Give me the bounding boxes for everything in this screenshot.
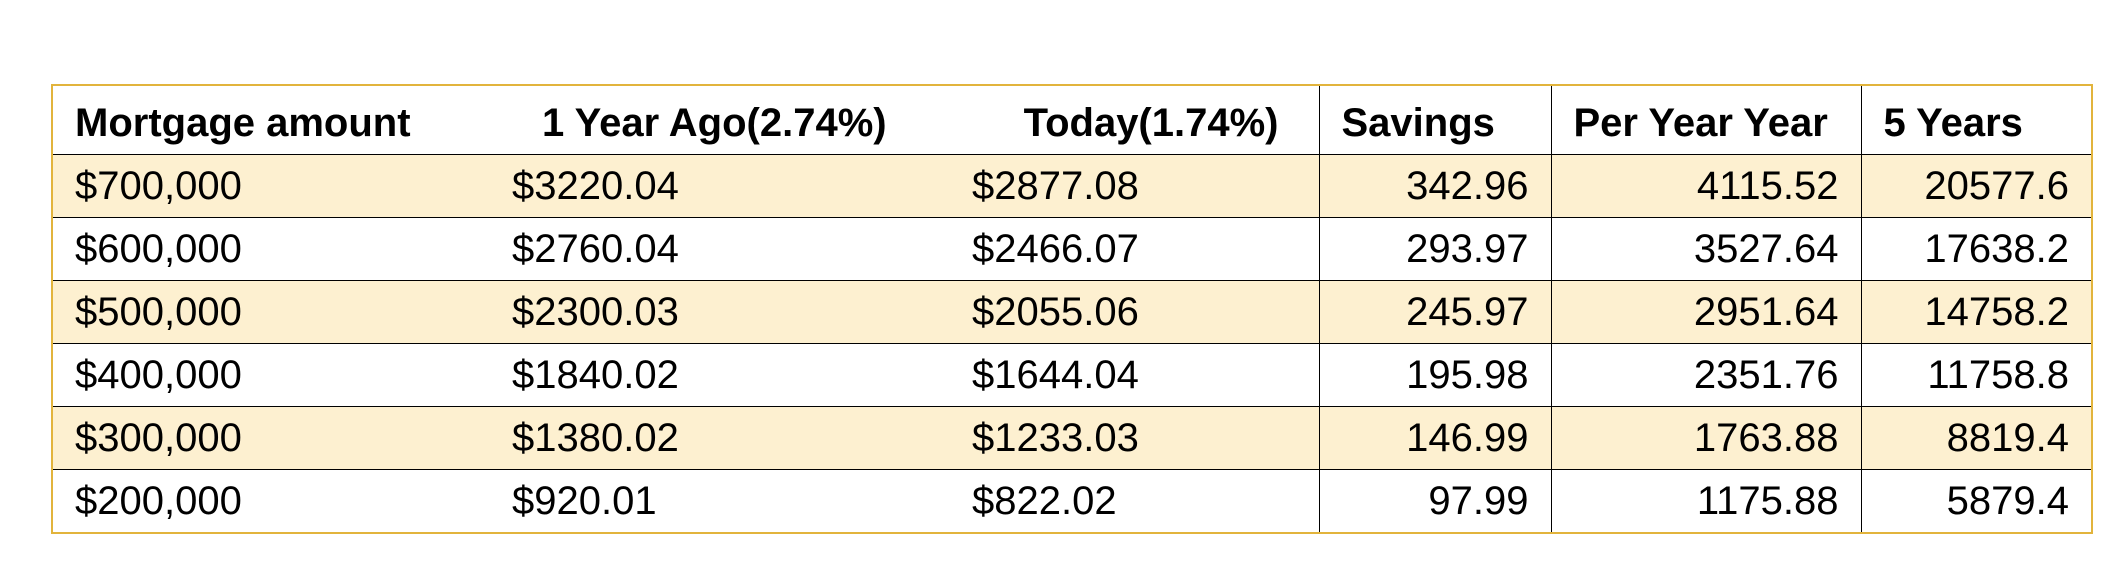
cell-mortgage-amount: $700,000 [52,154,512,218]
cell-today: $2055.06 [972,280,1319,344]
cell-today: $822.02 [972,469,1319,533]
table-row: $300,000 $1380.02 $1233.03 146.99 1763.8… [52,406,2092,470]
cell-five-years: 20577.6 [1860,154,2092,218]
header-mortgage-amount: Mortgage amount [75,101,411,145]
cell-savings: 97.99 [1318,469,1551,533]
table-row: $200,000 $920.01 $822.02 97.99 1175.88 5… [52,469,2092,533]
cell-one-year-ago: $2300.03 [512,280,972,344]
cell-savings: 245.97 [1318,280,1551,344]
cell-five-years: 5879.4 [1860,469,2092,533]
cell-today: $1233.03 [972,406,1319,470]
cell-savings: 342.96 [1318,154,1551,218]
header-today: Today(1.74%) [1023,101,1279,145]
cell-mortgage-amount: $200,000 [52,469,512,533]
cell-today: $2466.07 [972,217,1319,281]
cell-one-year-ago: $3220.04 [512,154,972,218]
cell-five-years: 11758.8 [1860,343,2092,407]
cell-savings: 195.98 [1318,343,1551,407]
header-five-years: 5 Years [1860,85,2092,155]
table-row: $400,000 $1840.02 $1644.04 195.98 2351.7… [52,343,2092,407]
cell-one-year-ago: $1380.02 [512,406,972,470]
cell-per-year: 2351.76 [1550,343,1861,407]
cell-per-year: 2951.64 [1550,280,1861,344]
cell-one-year-ago: $2760.04 [512,217,972,281]
header-row: Mortgage amount 1 Year Ago(2.74%) Today(… [52,85,2092,155]
mortgage-savings-table: Mortgage amount 1 Year Ago(2.74%) Today(… [51,84,2093,534]
cell-today: $1644.04 [972,343,1319,407]
cell-per-year: 1175.88 [1550,469,1861,533]
cell-five-years: 17638.2 [1860,217,2092,281]
table-row: $500,000 $2300.03 $2055.06 245.97 2951.6… [52,280,2092,344]
cell-per-year: 1763.88 [1550,406,1861,470]
table-row: $700,000 $3220.04 $2877.08 342.96 4115.5… [52,154,2092,218]
cell-mortgage-amount: $400,000 [52,343,512,407]
cell-savings: 293.97 [1318,217,1551,281]
header-per-year: Per Year Year [1550,85,1861,155]
cell-per-year: 4115.52 [1550,154,1861,218]
cell-one-year-ago: $1840.02 [512,343,972,407]
cell-five-years: 8819.4 [1860,406,2092,470]
cell-five-years: 14758.2 [1860,280,2092,344]
cell-mortgage-amount: $500,000 [52,280,512,344]
cell-mortgage-amount: $300,000 [52,406,512,470]
cell-per-year: 3527.64 [1550,217,1861,281]
header-savings: Savings [1318,85,1551,155]
table-row: $600,000 $2760.04 $2466.07 293.97 3527.6… [52,217,2092,281]
cell-savings: 146.99 [1318,406,1551,470]
cell-mortgage-amount: $600,000 [52,217,512,281]
cell-today: $2877.08 [972,154,1319,218]
cell-one-year-ago: $920.01 [512,469,972,533]
header-one-year-ago: 1 Year Ago(2.74%) [542,101,887,145]
